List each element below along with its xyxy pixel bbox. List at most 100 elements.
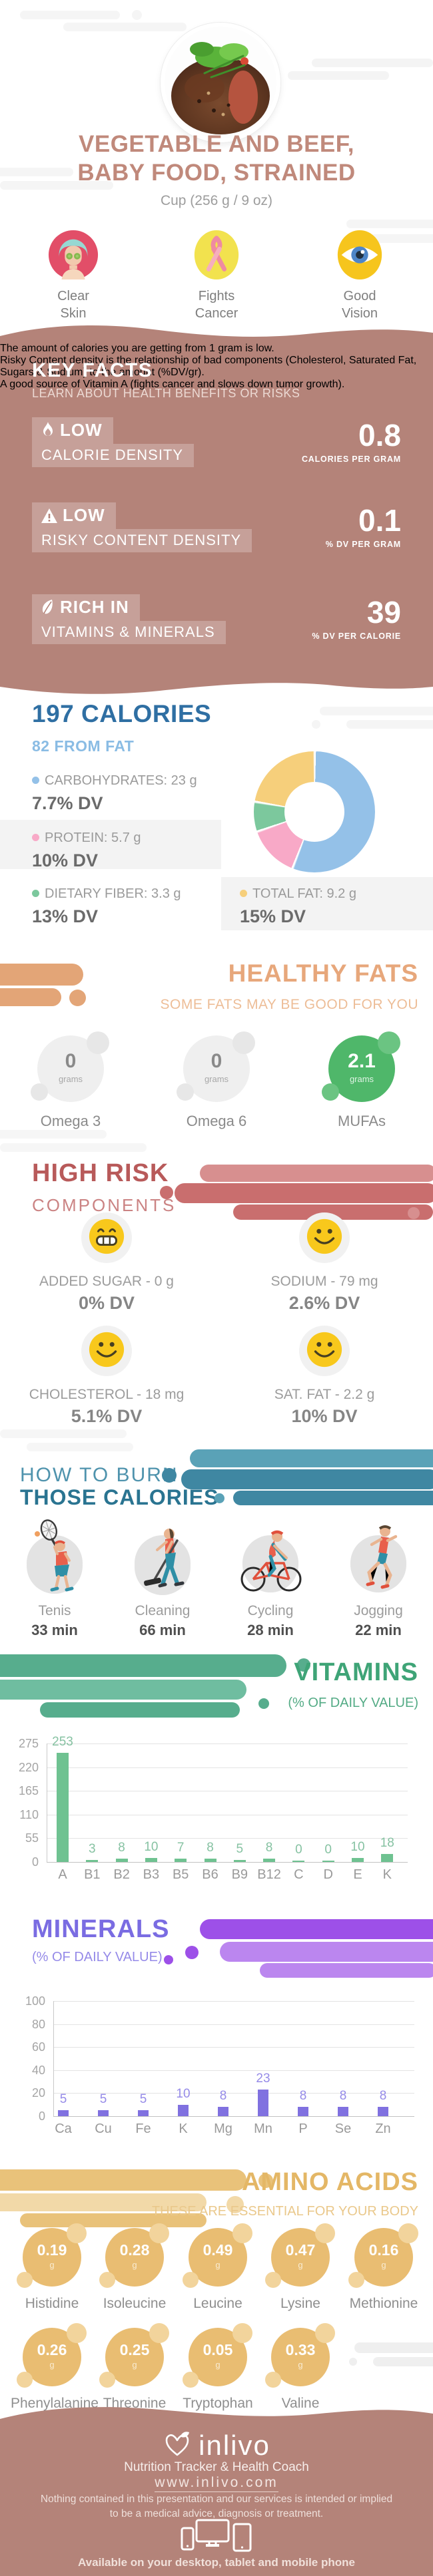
y-axis-tick: 0	[38, 2110, 45, 2123]
activity-cycling: Cycling 28 min	[220, 1517, 320, 1639]
fat-value: 2.1	[348, 1050, 376, 1072]
decorative-blob	[63, 23, 187, 31]
fact-category: CALORIE DENSITY	[32, 444, 195, 467]
fact-unit: CALORIES PER GRAM	[301, 455, 401, 464]
fact-number: 39	[366, 595, 401, 630]
bar-value: 8	[219, 2089, 227, 2104]
bar-D	[322, 1861, 334, 1862]
y-axis-tick: 20	[31, 2086, 45, 2100]
y-axis-tick: 110	[19, 1807, 39, 1821]
decorative-blob	[265, 2272, 281, 2288]
x-axis-label: Se	[334, 2121, 352, 2136]
key-facts-title: KEY FACTS	[32, 359, 153, 381]
risk-card-sodium: SODIUM - 79 mg 2.6% DV	[215, 1212, 433, 1314]
decorative-blob	[20, 11, 120, 19]
activity-minutes: 22 min	[355, 1622, 402, 1638]
decorative-blob	[0, 1654, 286, 1677]
decorative-blob	[99, 2372, 115, 2388]
y-axis-tick: 220	[18, 1760, 39, 1774]
website-url[interactable]: www.inlivo.com	[155, 2475, 278, 2492]
activity-tenis: Tenis 33 min	[5, 1517, 105, 1639]
decorative-blob	[0, 2193, 207, 2211]
x-axis	[47, 1862, 408, 1863]
x-axis-label: B1	[84, 1867, 101, 1882]
gridline	[47, 1767, 408, 1768]
risk-card-cholesterol: CHOLESTEROL - 18 mg 5.1% DV	[0, 1326, 217, 1427]
x-axis-label: Mg	[214, 2121, 232, 2136]
decorative-blob	[265, 2372, 281, 2388]
amino-isoleucine: 0.28 g Isoleucine	[93, 2223, 176, 2312]
bar-value: 253	[52, 1735, 73, 1749]
bar-Fe	[138, 2110, 149, 2116]
fact-number: 0.8	[358, 418, 401, 453]
decorative-blob	[0, 2169, 246, 2191]
amino-value: 0.05	[203, 2341, 233, 2358]
fat-unit: grams	[204, 1074, 229, 1084]
availability-note: Available on your desktop, tablet and mo…	[78, 2556, 355, 2569]
footer-section: inlivo Nutrition Tracker & Health Coach …	[0, 2426, 433, 2576]
bar-B1	[86, 1860, 99, 1862]
bar-value: 8	[339, 2089, 347, 2104]
fat-value: 0	[65, 1050, 77, 1072]
fat-circle-mufas: 2.1 grams	[322, 1031, 400, 1102]
fact-number: 0.1	[358, 503, 401, 538]
fat-unit: grams	[58, 1074, 83, 1084]
bar-value: 0	[324, 1843, 332, 1857]
decorative-blob	[348, 2272, 364, 2288]
fact-category: RISKY CONTENT DENSITY	[32, 529, 252, 552]
decorative-blob	[226, 2196, 244, 2213]
x-axis-label: A	[58, 1867, 67, 1882]
x-axis-label: B6	[202, 1867, 218, 1882]
amino-label: Threonine	[103, 2396, 167, 2411]
decorative-blob	[67, 2223, 87, 2243]
burn-title-line1: HOW TO BURN	[20, 1464, 179, 1486]
decorative-blob	[258, 2173, 273, 2188]
bar-value: 5	[59, 2092, 67, 2107]
decorative-blob	[69, 990, 86, 1006]
gridline	[47, 1838, 408, 1839]
fact-value: 0.1 % DV PER GRAM	[326, 505, 401, 549]
legend-bullet-icon	[32, 777, 39, 784]
fat-label: MUFAs	[337, 1113, 386, 1129]
decorative-blob	[190, 1449, 433, 1467]
fact-level: LOW	[60, 420, 103, 440]
bar-B12	[263, 1858, 276, 1862]
bar-P	[298, 2107, 308, 2116]
decorative-blob	[40, 1702, 240, 1718]
vitamins-subtitle: (% OF DAILY VALUE)	[288, 1696, 418, 1710]
bar-K	[178, 2104, 189, 2116]
vitamins-title: VITAMINS	[294, 1658, 418, 1686]
fact-unit: % DV PER CALORIE	[312, 632, 401, 641]
activity-cleaning: Cleaning 66 min	[113, 1517, 213, 1639]
activity-minutes: 28 min	[247, 1622, 294, 1638]
amino-leucine: 0.49 g Leucine	[177, 2223, 259, 2312]
warning-icon	[41, 505, 63, 525]
minerals-subtitle: (% OF DAILY VALUE)	[32, 1950, 163, 1964]
legend-dv: 13% DV	[32, 906, 99, 926]
amino-label: Valine	[281, 2396, 320, 2411]
fat-circle-omega6: 0 grams	[177, 1031, 255, 1102]
legend-band	[0, 820, 221, 869]
amino-label: Histidine	[25, 2296, 79, 2311]
y-axis-tick: 0	[31, 1855, 39, 1869]
decorative-blob	[31, 1083, 48, 1101]
legend-band	[221, 877, 433, 930]
website-link: www.inlivo.com	[0, 2475, 433, 2492]
bar-Mg	[218, 2107, 228, 2116]
fat-circle-omega3: 0 grams	[31, 1031, 109, 1102]
amino-methionine: 0.16 g Methionine	[342, 2223, 425, 2312]
x-axis-label: B9	[231, 1867, 248, 1882]
bar-value: 23	[256, 2072, 270, 2086]
decorative-blob	[373, 2357, 433, 2366]
minerals-title: MINERALS	[32, 1915, 170, 1943]
x-axis-label: K	[382, 1867, 392, 1882]
x-axis-label: Ca	[55, 2121, 72, 2136]
x-axis-label: B3	[143, 1867, 160, 1882]
clear-skin-icon	[47, 229, 99, 281]
amino-value: 0.49	[203, 2241, 233, 2259]
decorative-blob	[200, 1165, 433, 1182]
smiley-smile-icon	[87, 1330, 126, 1372]
decorative-blob	[0, 1680, 246, 1700]
bar-value: 10	[350, 1839, 365, 1854]
